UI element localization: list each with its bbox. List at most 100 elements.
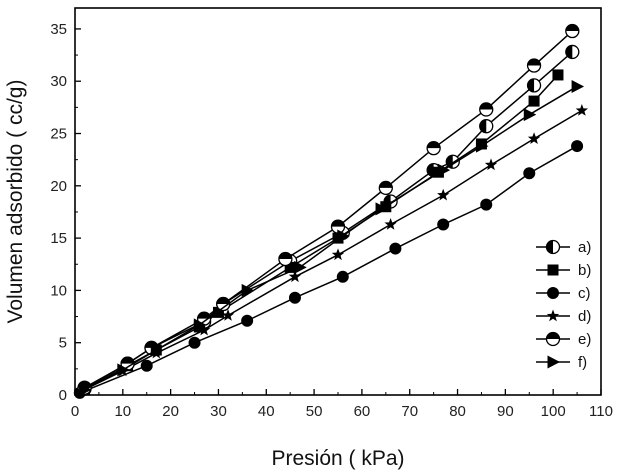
- data-point: [389, 242, 402, 255]
- y-tick-label: 15: [50, 230, 67, 247]
- marker-fill: [379, 181, 393, 188]
- data-point: [575, 104, 589, 116]
- marker-fill: [121, 357, 135, 364]
- series-d: [73, 104, 589, 398]
- series-line: [84, 51, 573, 390]
- series-e: [77, 23, 580, 395]
- series-group: [73, 23, 589, 399]
- y-axis-title: Volumen adsorbido ( cc/g): [4, 80, 27, 324]
- data-point: [437, 218, 450, 231]
- data-point: [150, 343, 164, 357]
- axes: 0 10 20 30 40 50 60 70 80 90 100 110 0 5 10 15 20 25 30 35: [50, 7, 613, 420]
- data-point: [480, 198, 493, 211]
- legend-label: b): [578, 262, 591, 279]
- legend-entry: a): [536, 239, 591, 256]
- x-tick-label: 100: [541, 403, 566, 420]
- data-point: [337, 229, 350, 243]
- legend-label: c): [578, 285, 591, 302]
- y-tick-label: 0: [59, 387, 67, 404]
- data-point: [375, 202, 389, 216]
- data-point: [216, 296, 231, 312]
- legend-label: a): [578, 239, 591, 256]
- data-point: [565, 44, 580, 60]
- data-point: [288, 270, 302, 283]
- data-point: [384, 218, 397, 230]
- data-point: [523, 167, 536, 180]
- data-point: [479, 102, 494, 117]
- data-point: [197, 323, 211, 336]
- data-point: [479, 119, 494, 134]
- marker-fill: [278, 252, 292, 260]
- data-point: [241, 314, 254, 327]
- data-point: [212, 306, 224, 318]
- data-point: [330, 219, 346, 234]
- legend-entry: b): [536, 262, 591, 279]
- legend-entry: f): [536, 354, 587, 371]
- x-axis-title: Presión ( kPa): [271, 447, 404, 470]
- marker-fill: [546, 332, 560, 339]
- y-tick-label: 20: [50, 178, 67, 195]
- data-point: [526, 58, 542, 73]
- marker-fill: [479, 102, 493, 110]
- legend: a) b) c) d) e) f): [536, 239, 591, 371]
- marker-fill: [527, 59, 541, 66]
- data-point: [188, 336, 201, 349]
- legend-entry: d): [536, 308, 591, 325]
- x-tick-label: 110: [589, 403, 613, 420]
- x-tick-label: 70: [401, 403, 418, 420]
- legend-marker: [547, 355, 560, 369]
- marker-fill: [331, 220, 345, 227]
- data-point: [571, 140, 584, 153]
- legend-marker: [545, 239, 561, 255]
- legend-marker: [547, 287, 559, 299]
- x-tick-label: 30: [210, 403, 227, 420]
- data-point: [117, 363, 130, 377]
- data-point: [193, 318, 207, 332]
- y-tick-label: 30: [50, 73, 67, 90]
- data-point: [484, 158, 498, 171]
- y-tick-label: 25: [50, 126, 67, 143]
- legend-marker: [545, 331, 561, 347]
- data-point: [565, 23, 580, 39]
- plot-frame: [74, 7, 602, 396]
- data-point: [140, 359, 153, 372]
- x-tick-label: 50: [306, 403, 323, 420]
- data-point: [241, 283, 255, 297]
- marker-fill: [216, 297, 230, 305]
- marker-fill: [565, 45, 573, 59]
- x-tick-label: 60: [354, 403, 371, 420]
- data-point: [527, 132, 541, 144]
- y-tick-label: 35: [50, 21, 67, 38]
- series-line: [79, 109, 583, 393]
- data-point: [221, 309, 235, 321]
- data-point: [380, 201, 392, 213]
- series-f: [79, 79, 585, 397]
- data-point: [437, 188, 450, 201]
- data-point: [437, 163, 451, 177]
- y-tick-label: 5: [59, 335, 67, 352]
- data-point: [571, 79, 585, 93]
- marker-fill: [527, 78, 535, 92]
- legend-label: f): [578, 354, 587, 371]
- data-point: [79, 383, 92, 397]
- data-point: [336, 270, 349, 283]
- series-c: [73, 140, 584, 399]
- marker-fill: [197, 312, 211, 319]
- data-point: [475, 139, 489, 153]
- marker-fill: [427, 163, 434, 177]
- data-point: [378, 180, 393, 196]
- data-point: [120, 356, 135, 371]
- data-point: [528, 95, 540, 107]
- y-tick-label: 10: [50, 282, 67, 299]
- x-tick-label: 80: [449, 403, 466, 420]
- x-tick-label: 10: [114, 403, 131, 420]
- legend-marker: [546, 309, 560, 322]
- legend-label: e): [578, 331, 591, 348]
- marker-fill: [565, 24, 579, 32]
- x-tick-label: 0: [71, 403, 79, 420]
- x-tick-label: 40: [258, 403, 275, 420]
- legend-entry: c): [536, 285, 591, 302]
- legend-marker: [547, 264, 559, 276]
- series-line: [84, 85, 578, 391]
